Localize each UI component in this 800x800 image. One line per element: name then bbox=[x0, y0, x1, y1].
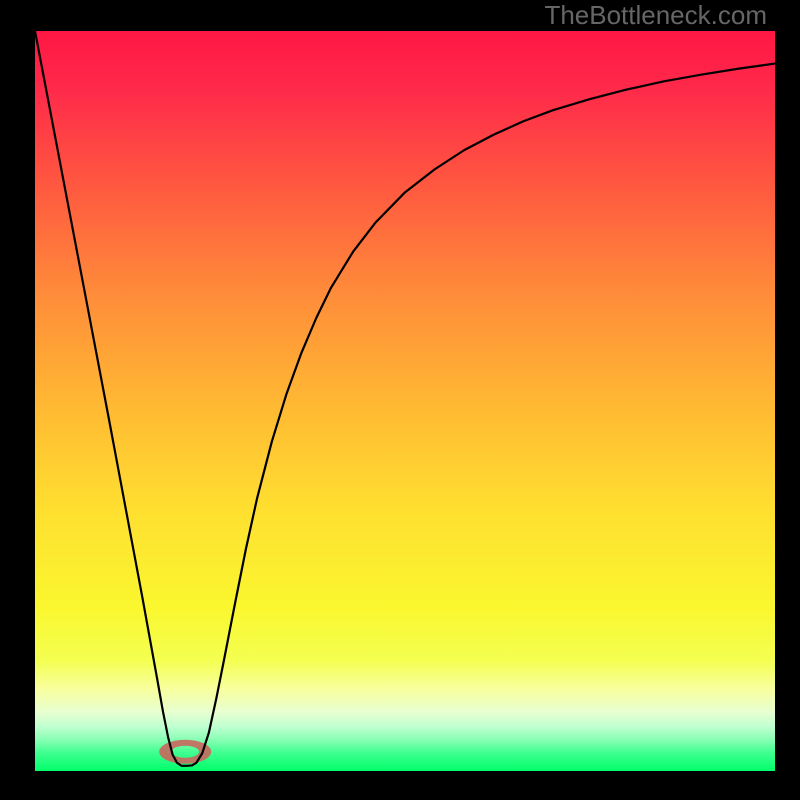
plot-area bbox=[35, 31, 775, 771]
watermark-text: TheBottleneck.com bbox=[544, 0, 767, 31]
chart-container: TheBottleneck.com bbox=[0, 0, 800, 800]
gradient-background bbox=[35, 31, 775, 771]
